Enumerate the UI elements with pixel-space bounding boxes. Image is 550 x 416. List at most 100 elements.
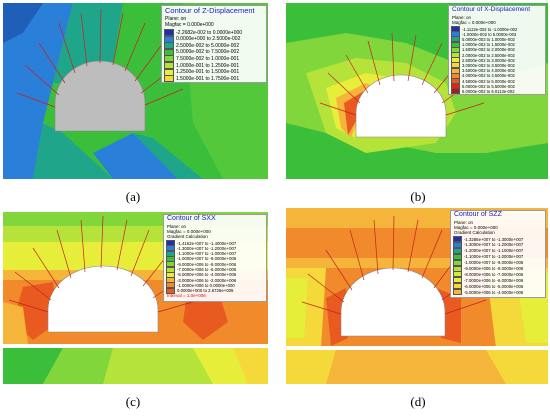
legend-swatch [164, 42, 174, 50]
legend-b: Contour of X-Displacement Plane: on Magf… [448, 5, 546, 95]
legend-title-a: Contour of Z-Displacement [165, 6, 255, 15]
legend-range-text: -1.3000e+007 to -1.2000e+007 [464, 242, 524, 248]
legend-swatch [164, 35, 174, 43]
legend-range-text: -1.0000e+007 to -9.0000e+006 [464, 260, 524, 266]
caption-c: (c) [125, 394, 141, 409]
legend-range-text: -1.0000e+006 to 0.0000e+000 [177, 282, 235, 288]
legend-swatch [164, 68, 174, 76]
legend-row: 0.0000e+000 to 2.6726e+005 [166, 287, 234, 294]
legend-range-text: -6.0000e+006 to -5.0000e+006 [464, 283, 524, 289]
legend-magfac-b: Magfac = 0.000e+000 [452, 20, 496, 25]
legend-row: -1.1000e+007 to -1.0000e+007 [453, 253, 524, 260]
legend-interval-c: Interval = 1.0e+006 [167, 293, 206, 298]
rock-bolts-b [319, 32, 485, 116]
legend-swatch [164, 62, 174, 69]
legend-range-text: -3.0000e+006 to -2.0000e+006 [177, 277, 237, 283]
legend-range-text: 1.5000e-002 to 2.0000e-002 [462, 47, 515, 53]
legend-magfac-a: Magfac = 0.000e+000 [165, 22, 214, 28]
legend-swatch [164, 75, 174, 83]
legend-row: -1.2000e+007 to -1.1000e+007 [453, 247, 524, 254]
legend-range-text: 1.5000e-001 to 1.7500e-001 [176, 75, 240, 82]
legend-row: 7.5000e-002 to 1.0000e-001 [164, 55, 240, 63]
legend-swatch [453, 271, 462, 278]
legend-swatch [164, 55, 174, 63]
panel-c-sxx-plot: Contour of SXX Plane: on Magfac = 0.000e… [3, 212, 268, 384]
legend-range-text: 5.0000e-002 to 7.5000e-002 [176, 49, 240, 56]
legend-title-b: Contour of X-Displacement [452, 6, 531, 13]
legend-row: 5.0000e-002 to 7.5000e-002 [164, 48, 240, 56]
rock-bolts-c [8, 215, 200, 313]
legend-row: -9.0000e+006 to -8.0000e+006 [453, 265, 524, 272]
legend-range-text: 6.0000e-002 to 6.0113e-002 [462, 88, 515, 94]
caption-a: (a) [125, 189, 141, 204]
legend-range-text: -1.0000e-002 to 5.0000e-003 [462, 31, 517, 37]
legend-a: Contour of Z-Displacement Plane: on Magf… [161, 5, 267, 83]
legend-range-text: 1.0000e-001 to 1.2500e-001 [176, 62, 240, 69]
legend-row: -8.0000e+006 to -7.0000e+006 [453, 271, 523, 278]
legend-swatch [453, 265, 462, 272]
legend-range-text: 3.5000e-002 to 4.0000e-002 [462, 68, 515, 74]
legend-range-text: 4.0000e-002 to 4.5000e-002 [462, 73, 515, 79]
legend-row: -5.0000e+006 to -4.0000e+006 [453, 289, 524, 296]
legend-title-d: Contour of SZZ [454, 211, 502, 218]
legend-range-text: -1.1000e+007 to -1.0000e+007 [464, 254, 524, 260]
legend-row: -2.2682e-002 to 0.0000e+000 [164, 29, 242, 36]
legend-magfac-d: Magfac = 0.000e+000 [454, 225, 498, 230]
legend-row: 2.5000e-002 to 5.0000e-002 [164, 42, 240, 50]
legend-row: 0.0000e+000 to 2.5000e-002 [164, 35, 241, 43]
legend-swatch [164, 29, 174, 36]
legend-range-text: 4.5000e-002 to 5.0000e-002 [462, 78, 515, 84]
caption-d: (d) [410, 394, 426, 409]
legend-plane-b: Plane: on [452, 15, 472, 20]
panel-d-szz-plot: Contour of SZZ Plane: on Magfac = 0.000e… [286, 208, 548, 384]
legend-range-text: -7.0000e+006 to -6.0000e+006 [464, 277, 524, 283]
legend-magfac-c: Magfac = 0.000e+000 [167, 229, 211, 234]
legend-swatch [453, 277, 462, 284]
legend-plane-d: Plane: on [454, 220, 474, 225]
legend-swatch [451, 88, 460, 95]
legend-swatch [453, 247, 462, 254]
legend-range-text: 0.0000e+000 to 2.5000e-002 [176, 36, 241, 43]
legend-range-text: 2.5000e-002 to 5.0000e-002 [176, 42, 240, 49]
legend-range-text: 0.0000e+000 to 2.6726e+005 [177, 288, 234, 294]
rock-bolts-a [16, 8, 184, 108]
legend-row: -1.3286e+007 to -1.3000e+007 [453, 236, 523, 242]
legend-range-text: 3.0000e-002 to 3.5000e-002 [462, 62, 515, 68]
panel-b-x-displacement-plot: Contour of X-Displacement Plane: on Magf… [286, 3, 548, 179]
legend-range-text: -1.2000e+007 to -1.1000e+007 [464, 248, 524, 254]
legend-range-text: -9.0000e+006 to -8.0000e+006 [464, 266, 524, 271]
legend-range-text: 1.2500e-001 to 1.5000e-001 [176, 69, 240, 76]
legend-swatch [453, 236, 462, 242]
legend-range-text: 1.0000e-002 to 1.5000e-002 [462, 42, 515, 48]
legend-range-text: 7.5000e-002 to 1.0000e-001 [176, 55, 240, 62]
legend-range-text: -9.0000e+006 to -8.0000e+006 [177, 261, 237, 267]
legend-title-c: Contour of SXX [167, 215, 216, 222]
legend-range-text: -5.0000e+006 to -4.0000e+006 [177, 272, 237, 278]
legend-swatch [453, 283, 462, 290]
legend-gradient-d: Gradient Calculation [454, 230, 495, 235]
legend-range-text: -1.0000e+007 to -9.0000e+006 [177, 256, 237, 262]
legend-swatch [453, 241, 462, 248]
legend-c: Contour of SXX Plane: on Magfac = 0.000e… [163, 214, 267, 302]
legend-range-text: -1.4163e+007 to -1.4000e+007 [177, 240, 237, 246]
legend-plane-a: Plane: on [165, 16, 187, 22]
legend-row: -7.0000e+006 to -6.0000e+006 [453, 277, 524, 284]
legend-row: -6.0000e+006 to -5.0000e+006 [453, 283, 524, 290]
legend-range-text: -1.3000e+007 to -1.2000e+007 [177, 245, 237, 251]
panel-a-z-displacement-plot: Contour of Z-Displacement Plane: on Magf… [3, 3, 268, 179]
legend-range-text: -1.1000e+007 to -1.0000e+007 [177, 251, 237, 257]
legend-range-text: -1.1122e-002 to -1.0000e-002 [462, 26, 518, 32]
legend-range-text: 2.5000e-002 to 3.0000e-002 [462, 57, 515, 63]
caption-b: (b) [410, 189, 426, 204]
legend-swatch [164, 48, 174, 56]
legend-range-text: -1.3286e+007 to -1.3000e+007 [464, 236, 524, 242]
legend-range-text: 5.0000e-003 to 1.0000e-002 [462, 36, 515, 42]
legend-row: 1.0000e-001 to 1.2500e-001 [164, 62, 239, 69]
legend-plane-c: Plane: on [167, 224, 187, 229]
legend-range-text: -7.0000e+006 to -6.0000e+006 [177, 267, 237, 272]
legend-row: 1.2500e-001 to 1.5000e-001 [164, 68, 240, 76]
legend-range-text: 2.0000e-002 to 2.5000e-002 [462, 52, 515, 58]
legend-swatch [453, 253, 462, 260]
legend-range-text: -5.0000e+006 to -4.0000e+006 [464, 289, 524, 295]
legend-row: -1.3000e+007 to -1.2000e+007 [453, 241, 524, 248]
